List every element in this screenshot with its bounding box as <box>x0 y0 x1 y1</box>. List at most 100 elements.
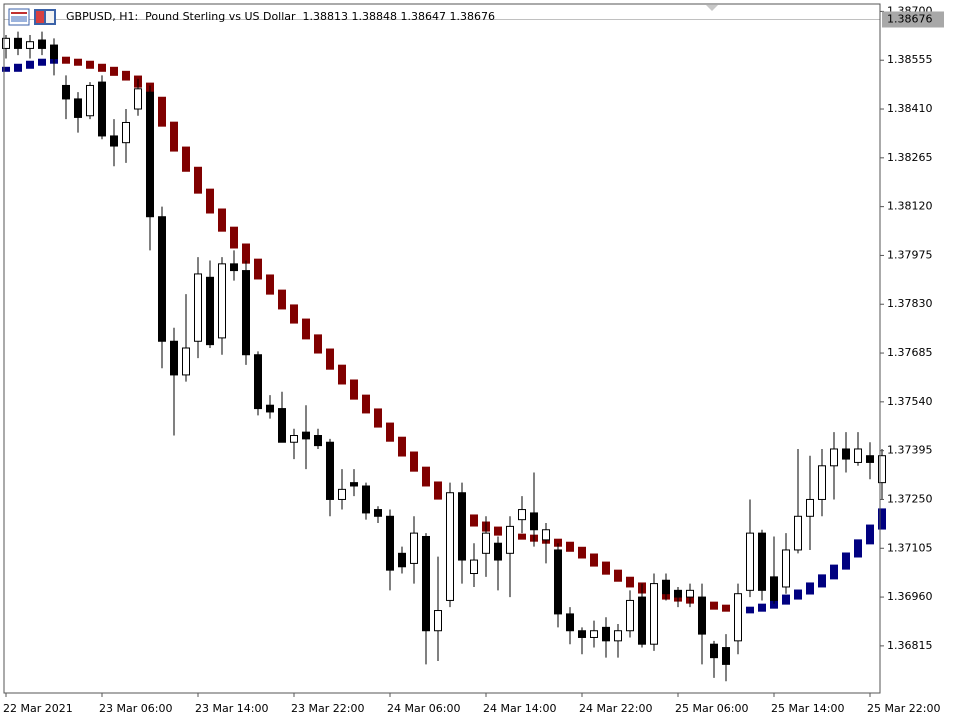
indicator-segment <box>62 56 70 64</box>
indicator-segment <box>386 422 394 442</box>
indicator-segment <box>98 63 106 72</box>
candle-body <box>434 610 442 632</box>
plot-area <box>2 18 886 682</box>
y-tick-label: 1.36960 <box>887 590 933 603</box>
candle-body <box>650 583 658 645</box>
y-tick-label: 1.37830 <box>887 297 933 310</box>
indicator-segment <box>374 408 382 428</box>
candle-body <box>614 630 622 642</box>
candle-body <box>278 408 286 443</box>
indicator-segment <box>182 146 190 172</box>
candle-body <box>686 589 694 598</box>
indicator-segment <box>350 379 358 400</box>
indicator-segment <box>590 553 598 567</box>
indicator-segment <box>710 601 718 610</box>
indicator-segment <box>86 60 94 69</box>
candle-body <box>50 44 58 60</box>
candle-body <box>722 647 730 665</box>
indicator-segment <box>338 364 346 385</box>
y-tick-label: 1.37975 <box>887 248 933 261</box>
y-tick-label: 1.38265 <box>887 151 933 164</box>
indicator-segment <box>170 121 178 152</box>
x-tick-label: 24 Mar 06:00 <box>387 702 460 715</box>
icon <box>11 16 27 22</box>
indicator-segment <box>758 603 766 612</box>
y-tick-label: 1.37540 <box>887 395 933 408</box>
x-tick-label: 24 Mar 14:00 <box>483 702 556 715</box>
y-tick-label: 1.38555 <box>887 53 933 66</box>
candle-body <box>182 347 190 376</box>
current-price-label: 1.38676 <box>887 12 933 25</box>
indicator-segment <box>602 561 610 575</box>
indicator-segment <box>302 318 310 340</box>
x-tick-label: 25 Mar 22:00 <box>867 702 940 715</box>
indicator-segment <box>842 552 850 570</box>
icon <box>36 11 44 23</box>
candle-body <box>602 626 610 642</box>
candle-body <box>806 498 814 517</box>
candle-body <box>62 84 70 100</box>
indicator-segment <box>830 564 838 580</box>
indicator-segment <box>470 514 478 527</box>
indicator-segment <box>2 66 10 72</box>
candle-body <box>842 448 850 460</box>
indicator-segment <box>314 334 322 354</box>
candle-body <box>530 512 538 531</box>
candle-body <box>326 441 334 500</box>
candle-body <box>590 630 598 638</box>
candle-body <box>758 532 766 591</box>
candle-body <box>14 37 22 49</box>
candle-body <box>746 532 754 591</box>
indicator-segment <box>230 226 238 249</box>
candle-body <box>374 509 382 517</box>
plot-border <box>3 3 881 694</box>
indicator-segment <box>494 526 502 536</box>
candle-body <box>158 216 166 342</box>
candle-body <box>38 39 46 49</box>
indicator-segment <box>878 508 886 530</box>
indicator-segment <box>38 58 46 66</box>
y-tick-label: 1.38120 <box>887 200 933 213</box>
candle-body <box>338 488 346 500</box>
candle-body <box>494 542 502 561</box>
candle-body <box>542 529 550 541</box>
indicator-segment <box>794 589 802 600</box>
candle-body <box>734 593 742 642</box>
indicator-segment <box>806 582 814 595</box>
candle-body <box>254 354 262 410</box>
indicator-segment <box>614 569 622 582</box>
indicator-segment <box>278 289 286 310</box>
indicator-segment <box>722 604 730 612</box>
x-tick-label: 25 Mar 06:00 <box>675 702 748 715</box>
candle-body <box>110 135 118 147</box>
candle-body <box>782 549 790 588</box>
candle-body <box>134 88 142 110</box>
indicator-segment <box>110 66 118 76</box>
indicator-segment <box>362 394 370 414</box>
indicator-segment <box>626 576 634 588</box>
candle-body <box>266 404 274 413</box>
icon <box>46 11 54 23</box>
indicator-segment <box>254 258 262 280</box>
indicator-segment <box>818 574 826 588</box>
indicator-segment <box>266 274 274 295</box>
indicator-segment <box>866 524 874 545</box>
candle-body <box>230 263 238 272</box>
indicator-segment <box>746 606 754 614</box>
candle-body <box>710 643 718 659</box>
candle-body <box>698 596 706 635</box>
indicator-segment <box>554 538 562 547</box>
candle-body <box>122 121 130 144</box>
x-tick-label: 22 Mar 2021 <box>3 702 73 715</box>
indicator-segment <box>14 63 22 72</box>
candle-body <box>818 465 826 500</box>
indicator-segment <box>74 58 82 66</box>
candle-body <box>350 482 358 487</box>
candle-body <box>290 435 298 443</box>
candle-body <box>518 509 526 521</box>
y-tick-label: 1.37250 <box>887 492 933 505</box>
y-tick-label: 1.37395 <box>887 444 933 457</box>
x-tick-label: 23 Mar 14:00 <box>195 702 268 715</box>
